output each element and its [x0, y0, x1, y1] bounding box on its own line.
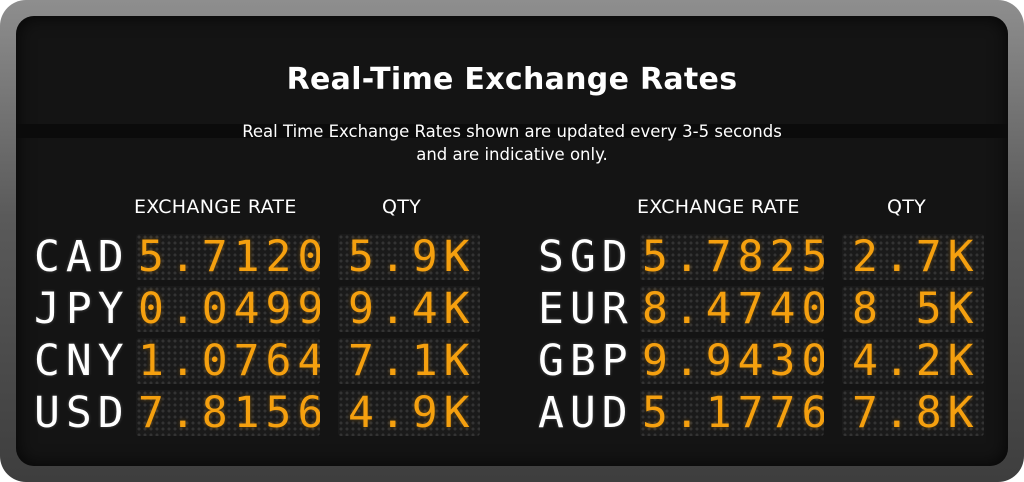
quantity-value: 7.8K: [842, 390, 984, 436]
right-rate-header: EXCHANGE RATE: [637, 196, 800, 218]
exchange-rate-value: 0.0499: [136, 286, 320, 332]
rate-row-eur: EUR 8.4740 8 5K: [16, 286, 1008, 332]
exchange-rate-value: 1.0764: [136, 338, 320, 384]
currency-code: CNY: [34, 338, 126, 384]
quantity-value: 7.1K: [338, 338, 480, 384]
exchange-rate-value: 5.7120: [136, 234, 320, 280]
quantity-value: 4.2K: [842, 338, 984, 384]
exchange-rate-value: 9.9430: [640, 338, 824, 384]
rate-row-usd: USD 7.8156 4.9K: [16, 390, 512, 436]
rate-row-cad: CAD 5.7120 5.9K: [16, 234, 512, 280]
currency-code: GBP: [538, 338, 630, 384]
left-rate-header: EXCHANGE RATE: [134, 196, 297, 218]
board-title: Real-Time Exchange Rates: [286, 62, 738, 97]
quantity-value: 2.7K: [842, 234, 984, 280]
rate-row-aud: AUD 5.1776 7.8K: [16, 390, 1008, 436]
subtitle-line-2: and are indicative only.: [416, 145, 608, 164]
currency-code: JPY: [34, 286, 126, 332]
exchange-rate-value: 5.1776: [640, 390, 824, 436]
rate-row-sgd: SGD 5.7825 2.7K: [16, 234, 1008, 280]
rate-row-jpy: JPY 0.0499 9.4K: [16, 286, 512, 332]
exchange-rate-value: 7.8156: [136, 390, 320, 436]
rate-row-gbp: GBP 9.9430 4.2K: [16, 338, 1008, 384]
exchange-rate-value: 5.7825: [640, 234, 824, 280]
subtitle-line-1: Real Time Exchange Rates shown are updat…: [242, 122, 782, 141]
exchange-rate-value: 8.4740: [640, 286, 824, 332]
currency-code: CAD: [34, 234, 126, 280]
right-qty-header: QTY: [887, 196, 927, 218]
board-subtitle: Real Time Exchange Rates shown are updat…: [16, 120, 1008, 166]
quantity-value: 9.4K: [338, 286, 480, 332]
rate-row-cny: CNY 1.0764 7.1K: [16, 338, 512, 384]
currency-code: EUR: [538, 286, 630, 332]
quantity-value: 8 5K: [842, 286, 984, 332]
left-qty-header: QTY: [382, 196, 422, 218]
currency-code: USD: [34, 390, 126, 436]
quantity-value: 5.9K: [338, 234, 480, 280]
currency-code: AUD: [538, 390, 630, 436]
exchange-rate-board: Real-Time Exchange Rates Real Time Excha…: [16, 16, 1008, 466]
quantity-value: 4.9K: [338, 390, 480, 436]
currency-code: SGD: [538, 234, 630, 280]
